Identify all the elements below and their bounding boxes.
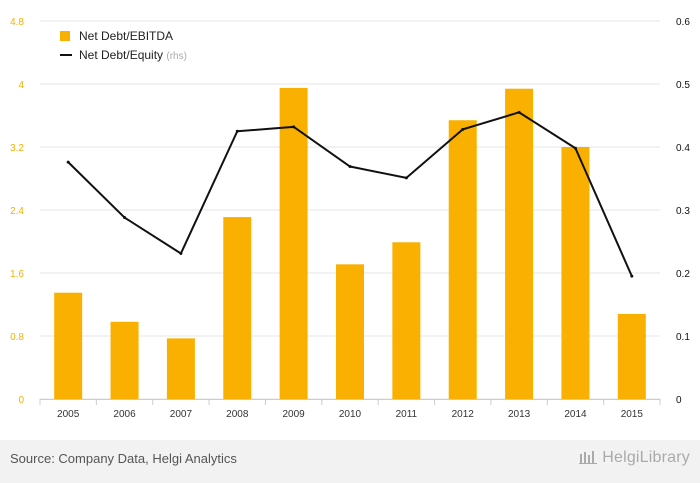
y-right-tick-label: 0.3 (676, 206, 690, 217)
legend-label-line-suffix: (rhs) (166, 51, 187, 62)
line-point (66, 160, 70, 164)
x-tick-label: 2014 (564, 409, 587, 420)
legend-label-line-name: Net Debt/Equity (79, 48, 166, 62)
legend-swatch-bar (60, 31, 70, 41)
x-tick-label: 2007 (170, 409, 193, 420)
line-point (404, 176, 408, 180)
y-left-tick-label: 4.8 (10, 17, 24, 28)
bar (166, 338, 195, 399)
y-right-tick-label: 0.5 (676, 80, 690, 91)
bar (110, 321, 139, 399)
y-left-tick-label: 0 (18, 395, 24, 406)
y-right-tick-label: 0.2 (676, 269, 690, 280)
bar (223, 217, 252, 399)
line-point (235, 129, 239, 133)
y-left-tick-label: 0.8 (10, 332, 24, 343)
chart-svg: 0 0 0.8 0.1 1.6 0.2 2.4 0.3 3.2 0.4 4 0.5 4.8 0.6 2005… (10, 17, 690, 420)
source-text: Source: Company Data, Helgi Analytics (10, 451, 237, 466)
y-left-tick-label: 1.6 (10, 269, 24, 280)
bar (448, 120, 477, 399)
bar (561, 147, 590, 399)
footer: Source: Company Data, Helgi Analytics He… (0, 440, 700, 483)
y-right-tick-label: 0.1 (676, 332, 690, 343)
line-point (292, 125, 296, 129)
brand-logo[interactable]: HelgiLibrary (579, 449, 690, 467)
x-tick-label: 2012 (452, 409, 475, 420)
line-point (517, 110, 521, 114)
x-tick-label: 2009 (283, 409, 306, 420)
bar (617, 313, 646, 399)
y-right-tick-label: 0.4 (676, 143, 690, 154)
line-point (573, 146, 577, 150)
bar (336, 264, 364, 399)
x-tick-label: 2010 (339, 409, 362, 420)
bar (54, 292, 83, 399)
x-tick-label: 2011 (396, 409, 418, 420)
x-tick-label: 2006 (113, 409, 136, 420)
y-right-tick-label: 0 (676, 395, 682, 406)
library-icon (579, 451, 598, 464)
bar (505, 88, 534, 399)
line-point (461, 127, 465, 131)
brand-name: HelgiLibrary (602, 449, 690, 466)
line-point (348, 165, 352, 169)
y-right-tick-label: 0.6 (676, 17, 690, 28)
bar (392, 242, 421, 399)
legend-label-bar: Net Debt/EBITDA (79, 29, 173, 43)
y-left-tick-label: 2.4 (10, 206, 24, 217)
x-tick-label: 2013 (508, 409, 531, 420)
x-tick-label: 2005 (57, 409, 80, 420)
y-left-tick-label: 4 (18, 80, 24, 91)
line-series-path (67, 111, 633, 277)
y-left-tick-label: 3.2 (10, 143, 24, 154)
line-point (630, 274, 634, 278)
line-point (123, 216, 127, 220)
x-tick-label: 2008 (226, 409, 249, 420)
x-tick-label: 2015 (621, 409, 644, 420)
line-point (179, 251, 183, 255)
legend-label-line: Net Debt/Equity (rhs) (79, 48, 187, 62)
bar (279, 87, 308, 399)
